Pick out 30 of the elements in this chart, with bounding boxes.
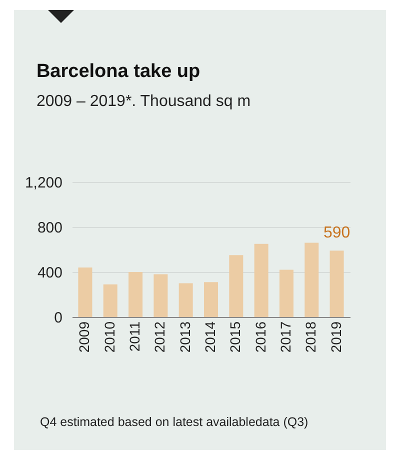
y-tick-label: 800 <box>37 220 62 236</box>
x-tick-label: 2013 <box>176 321 193 353</box>
data-label: 590 <box>323 224 350 242</box>
x-tick-label: 2014 <box>202 321 218 353</box>
bar <box>330 250 344 317</box>
x-tick-label: 2018 <box>302 321 319 353</box>
bar <box>128 272 143 317</box>
x-tick-label: 2019 <box>328 321 344 353</box>
y-tick-label: 0 <box>54 310 62 326</box>
x-tick-label: 2012 <box>152 321 168 353</box>
x-tick-label: 2010 <box>101 321 118 353</box>
bar <box>204 282 218 317</box>
bar <box>154 274 168 317</box>
bar <box>279 270 294 317</box>
chart-title: Barcelona take up <box>36 61 200 82</box>
x-tick-label: 2017 <box>277 321 294 353</box>
bar <box>103 284 118 317</box>
y-tick-label: 1,200 <box>24 174 62 192</box>
bar <box>178 283 193 317</box>
bar <box>78 268 92 317</box>
text: Q4 estimated based on latest availabledata (Q3) <box>40 414 310 430</box>
chart-subtitle: 2009 – 2019*. Thousand sq m <box>36 93 251 110</box>
bar <box>304 242 319 317</box>
bar <box>229 255 244 317</box>
x-tick-label: 2011 <box>126 321 143 352</box>
bar <box>254 244 268 317</box>
x-tick-label: 2009 <box>76 321 92 353</box>
y-tick-label: 400 <box>37 264 62 282</box>
x-tick-label: 2015 <box>227 321 244 353</box>
x-tick-label: 2016 <box>252 321 268 353</box>
